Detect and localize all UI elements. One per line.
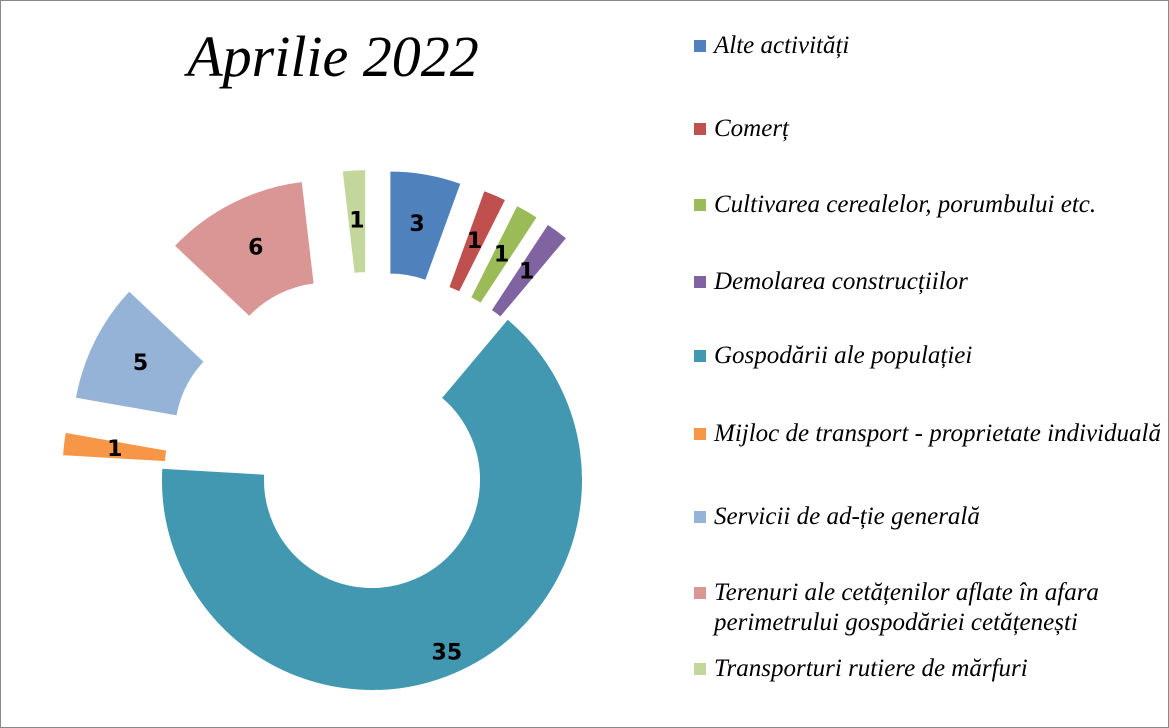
legend-label: Mijloc de transport - proprietate indivi… [714, 420, 1161, 447]
slice [446, 188, 508, 294]
legend-label: Transporturi rutiere de mărfuri [714, 655, 1028, 682]
data-label: 6 [248, 236, 263, 261]
slice [388, 169, 463, 283]
legend-swatch [694, 40, 706, 52]
legend-entry: Transporturi rutiere de mărfuri [694, 654, 1164, 684]
data-label: 1 [107, 437, 122, 462]
legend-label: Gospodării ale populației [714, 342, 973, 369]
slice [73, 288, 207, 418]
legend-label: Servicii de ad-ție generală [714, 503, 980, 530]
legend-entry: Demolarea construcțiilor [694, 267, 1164, 297]
legend-swatch [694, 199, 706, 211]
legend-swatch [694, 663, 706, 675]
legend-swatch [694, 428, 706, 440]
data-label: 5 [133, 351, 148, 376]
data-label: 1 [467, 229, 482, 254]
legend-entry: Cultivarea cerealelor, porumbului etc. [694, 190, 1164, 220]
data-label: 1 [349, 208, 364, 233]
slice [60, 430, 169, 464]
legend-entry: Servicii de ad-ție generală [694, 502, 1164, 532]
legend-label: Comerț [714, 115, 789, 142]
slice [172, 179, 316, 319]
legend-entry: Alte activități [694, 31, 1164, 61]
slice [468, 203, 540, 306]
legend-label: Demolarea construcțiilor [714, 268, 968, 295]
legend-swatch [694, 276, 706, 288]
slice [160, 316, 584, 692]
legend-entry: Mijloc de transport - proprietate indivi… [694, 419, 1164, 449]
chart-title: Aprilie 2022 [183, 24, 479, 89]
legend-swatch [694, 511, 706, 523]
legend-swatch [694, 350, 706, 362]
legend-swatch [694, 587, 706, 599]
legend-entry: Gospodării ale populației [694, 341, 1164, 371]
slice [340, 168, 368, 276]
legend-swatch [694, 123, 706, 135]
legend-label: Terenuri ale cetățenilor aflate în afara… [714, 579, 1099, 636]
legend-entry: Comerț [694, 114, 1164, 144]
data-label: 1 [519, 259, 534, 284]
legend-label: Cultivarea cerealelor, porumbului etc. [714, 191, 1097, 218]
legend-label: Alte activități [714, 32, 850, 59]
legend-entry: Terenuri ale cetățenilor aflate în afara… [694, 578, 1164, 638]
slice [489, 222, 569, 320]
data-label: 1 [494, 243, 509, 268]
data-label: 35 [432, 641, 463, 666]
data-label: 3 [409, 212, 424, 237]
